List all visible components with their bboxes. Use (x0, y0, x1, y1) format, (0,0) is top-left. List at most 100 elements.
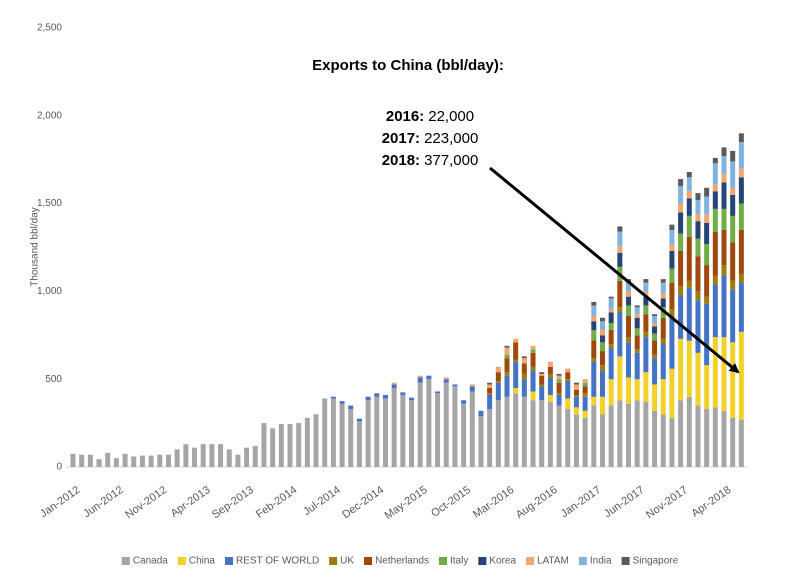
bar-segment (174, 449, 180, 467)
bar-segment (704, 296, 710, 304)
bar-segment (686, 236, 692, 281)
bar-segment (547, 366, 553, 374)
bar-segment (678, 233, 684, 252)
bar-segment (652, 315, 658, 324)
bar-segment (591, 358, 597, 362)
bar-segment (695, 300, 701, 353)
bar-segment (469, 386, 475, 392)
bar-segment (695, 256, 701, 292)
bar-segment (573, 407, 579, 415)
bar-segment (704, 243, 710, 266)
bar-segment (599, 330, 605, 336)
x-tick-label: Mar-2016 (471, 484, 516, 521)
bar-segment (652, 326, 658, 334)
bar-segment (504, 347, 510, 355)
bar-segment (669, 251, 675, 269)
legend-label: REST OF WORLD (236, 556, 319, 567)
bar-segment (695, 405, 701, 467)
bar-segment (226, 449, 232, 467)
annotation-line: 2017: 223,000 (382, 130, 479, 147)
bar-segment (678, 186, 684, 204)
bar-segment (686, 191, 692, 199)
bar-segment (556, 382, 562, 394)
bar-segment (730, 161, 736, 188)
legend-item: REST OF WORLD (225, 556, 319, 567)
legend-swatch (225, 557, 234, 565)
bar-segment (218, 444, 224, 467)
bar-segment (608, 312, 614, 324)
bar-segment (712, 157, 718, 164)
bar-segment (591, 361, 597, 397)
bar-segment (339, 403, 345, 467)
bar-segment (599, 414, 605, 467)
bar-segment (113, 458, 119, 467)
bar-segment (374, 396, 380, 467)
bar-segment (634, 352, 640, 380)
bar-segment (669, 308, 675, 316)
bar-segment (165, 454, 171, 467)
bar-segment (704, 222, 710, 244)
bar-segment (426, 375, 432, 380)
bar-segment (582, 417, 588, 467)
annotation-line: 2016: 22,000 (386, 108, 474, 125)
bar-segment (721, 156, 727, 174)
bar-segment (122, 453, 128, 467)
bar-segment (704, 303, 710, 366)
bar-segment (452, 384, 458, 387)
bar-segment (157, 454, 163, 467)
bar-segment (643, 331, 649, 338)
annotation-year: 2017: (382, 130, 420, 147)
bar-segment (365, 396, 371, 401)
bar-segment (322, 398, 328, 467)
bar-segment (539, 386, 545, 401)
bar-segment (652, 323, 658, 327)
bar-segment (599, 317, 605, 322)
bar-segment (660, 279, 666, 283)
bar-segment (730, 187, 736, 195)
bar-segment (721, 337, 727, 411)
bar-segment (721, 410, 727, 467)
bar-segment (556, 395, 562, 406)
bar-segment (678, 286, 684, 295)
bar-segment (409, 400, 415, 467)
x-tick-label: Dec-2014 (340, 484, 386, 521)
bar-segment (469, 384, 475, 387)
bar-segment (235, 454, 241, 467)
bar-segment (547, 373, 553, 378)
bar-segment (643, 305, 649, 315)
bar-segment (626, 342, 632, 378)
bar-segment (487, 393, 493, 396)
bar-segment (513, 342, 519, 360)
bar-segment (721, 229, 727, 266)
legend-swatch (364, 557, 373, 565)
bar-segment (443, 379, 449, 383)
bar-segment (669, 368, 675, 418)
bar-segment (669, 315, 675, 369)
bar-segment (330, 396, 336, 399)
legend-label: Korea (489, 556, 516, 567)
bar-segment (521, 396, 527, 467)
legend-item: Canada (121, 556, 168, 567)
bar-segment (478, 416, 484, 467)
bar-segment (565, 379, 571, 381)
bar-segment (487, 382, 493, 385)
plot-area: 0 500 1,000 1,500 2,000 2,500 Jan-2012Jun-2012… (37, 23, 748, 522)
bar-segment (643, 372, 649, 403)
bar-segment (261, 423, 267, 467)
bar-segment (504, 354, 510, 359)
bar-segment (721, 173, 727, 183)
bar-segment (608, 405, 614, 467)
bar-segment (495, 382, 501, 401)
bar-segment (539, 400, 545, 467)
bar-segment (738, 229, 744, 274)
bar-segment (643, 314, 649, 332)
bar-segment (738, 142, 744, 169)
legend-item: Netherlands (364, 556, 429, 567)
bar-segment (365, 400, 371, 467)
bar-segment (478, 410, 484, 417)
legend-label: Netherlands (375, 556, 429, 567)
bar-segment (660, 338, 666, 345)
bar-segment (608, 379, 614, 406)
bar-segment (599, 396, 605, 415)
bar-segment (634, 314, 640, 318)
